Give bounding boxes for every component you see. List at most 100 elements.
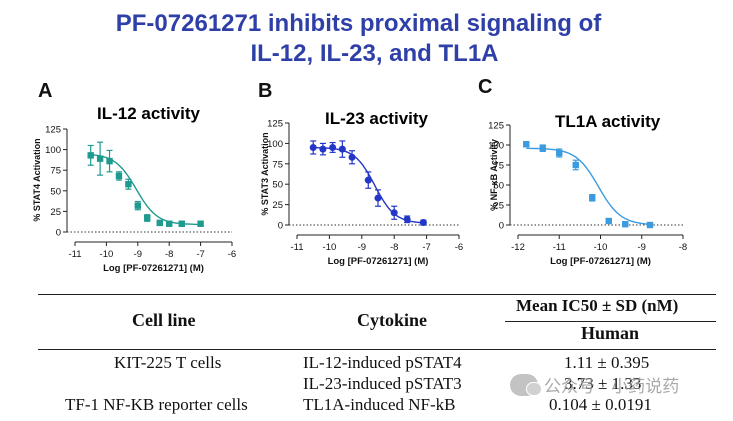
header-cytokine: Cytokine [357,310,428,330]
y-tick-label: 125 [488,121,504,132]
x-tick-label: -10 [100,249,114,260]
data-point [646,221,654,229]
x-tick-label: -9 [358,242,366,253]
slide-title-line1: PF-07261271 inhibits proximal signaling … [115,10,602,37]
x-tick-label: -6 [228,249,236,260]
data-point [605,217,612,225]
row1-cytokine: IL-12-induced pSTAT4 [303,353,462,372]
x-tick-label: -12 [511,242,525,253]
y-tick-label: 0 [278,221,283,232]
data-point [390,209,398,217]
y-tick-label: 0 [499,221,504,232]
data-point [134,202,141,209]
data-point [106,157,113,165]
y-tick-label: 50 [493,181,504,192]
x-tick-label: -6 [455,242,463,253]
x-tick-label: -9 [638,242,646,253]
y-axis-label: % NF-κB Activity [489,139,499,211]
x-axis-label: Log [PF-07261271] (M) [103,263,204,274]
data-point [622,221,629,228]
row3-cytokine: TL1A-induced NF-kB [303,395,456,414]
header-ic50: Mean IC50 ± SD (nM) [516,296,679,315]
data-point [319,145,327,153]
y-tick-label: 75 [272,159,283,170]
row2-cytokine: IL-23-induced pSTAT3 [303,374,462,393]
y-axis-label: % STAT3 Activation [260,132,270,215]
y-tick-label: 25 [272,200,283,211]
table-header-rule [38,349,716,350]
data-point [87,152,94,159]
y-tick-label: 25 [493,201,504,212]
x-tick-label: -11 [68,249,81,260]
row2-ic50: 3.73 ± 1.33 [564,374,642,393]
data-point [96,155,104,162]
panel-letter-c: C [478,76,493,98]
watermark-text: 公众号 · 小药说药 [544,377,680,397]
x-tick-label: -11 [553,242,566,253]
y-tick-label: 100 [488,141,504,152]
row1-ic50: 1.11 ± 0.395 [564,353,650,372]
panel-letter-a: A [38,80,53,102]
data-point [156,219,163,227]
table-sub-rule [505,321,716,322]
data-point [589,194,596,201]
data-point [403,215,411,223]
y-tick-label: 100 [267,139,283,150]
data-point [556,149,563,157]
data-point [348,153,356,161]
data-point [178,220,185,227]
ic50-table: Cell line Cytokine Mean IC50 ± SD (nM) H… [0,290,733,421]
y-tick-label: 0 [56,228,61,239]
x-tick-label: -9 [134,249,142,260]
data-point [338,145,346,153]
data-point [166,220,173,227]
wechat-icon [510,373,542,396]
header-cell-line: Cell line [132,310,196,330]
panel-title-c: TL1A activity [555,112,661,131]
y-tick-label: 75 [50,166,61,177]
slide-title-line2: IL-12, IL-23, and TL1A [250,40,499,67]
x-tick-label: -11 [290,242,303,253]
data-point [364,176,372,184]
y-tick-label: 25 [50,207,61,218]
row1-cell-line: KIT-225 T cells [114,353,222,372]
watermark: 公众号 · 小药说药 [510,372,679,397]
data-point [144,214,151,222]
fit-curve [526,147,651,225]
data-point [115,172,123,180]
panel-title-b: IL-23 activity [325,109,428,128]
data-point [329,143,337,151]
row3-ic50: 0.104 ± 0.0191 [549,395,652,414]
x-tick-label: -8 [165,249,173,260]
x-tick-label: -7 [196,249,204,260]
data-point [374,194,382,202]
y-tick-label: 100 [45,145,61,156]
x-axis-label: Log [PF-07261271] (M) [328,256,429,267]
data-point [523,141,530,148]
data-point [309,143,317,151]
x-tick-label: -10 [323,242,337,253]
data-point [197,220,204,227]
x-tick-label: -8 [679,242,687,253]
x-tick-label: -8 [390,242,398,253]
row3-cell-line: TF-1 NF-KB reporter cells [65,395,248,414]
table-top-rule [38,294,716,295]
x-axis-label: Log [PF-07261271] (M) [550,256,651,267]
y-tick-label: 50 [272,180,283,191]
y-tick-label: 125 [45,125,61,136]
header-human: Human [581,323,640,343]
panel-letter-b: B [258,80,273,102]
y-axis-label: % STAT4 Activation [32,138,42,221]
data-point [125,181,132,188]
x-tick-label: -7 [422,242,430,253]
y-tick-label: 125 [267,119,283,130]
data-point [419,219,427,227]
y-tick-label: 75 [493,161,504,172]
panel-title-a: IL-12 activity [97,104,200,123]
data-point [572,161,579,169]
x-tick-label: -10 [594,242,608,253]
data-point [539,145,546,152]
